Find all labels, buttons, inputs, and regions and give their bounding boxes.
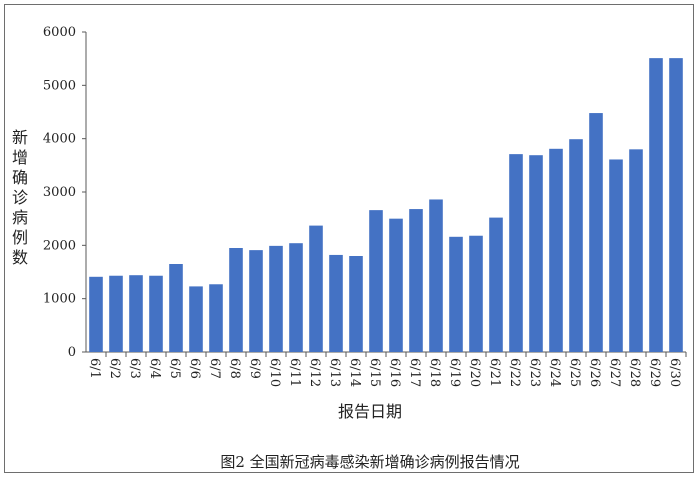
x-tick-label: 6/6 [187,358,202,379]
x-tick-label: 6/3 [127,358,142,379]
bar [389,218,403,352]
x-tick-label: 6/5 [167,358,182,379]
bar [429,199,443,352]
bar [329,254,343,352]
x-tick-label: 6/28 [627,358,642,387]
x-tick-label: 6/13 [327,358,342,387]
x-tick-label: 6/21 [487,358,502,387]
bar [309,225,323,352]
bar [469,235,483,352]
bar [89,276,103,352]
bar [289,243,303,352]
x-tick-label: 6/27 [607,358,622,387]
x-axis-label: 报告日期 [337,402,402,421]
y-tick-label: 2000 [43,238,76,253]
x-tick-label: 6/9 [247,358,262,379]
x-tick-label: 6/26 [587,358,602,387]
bar [449,236,463,352]
bar [589,113,603,352]
x-tick-label: 6/11 [287,358,302,387]
y-tick-label: 0 [68,345,76,360]
bar [609,159,623,352]
x-tick-label: 6/30 [667,358,682,387]
bar [509,154,523,352]
bar [669,58,683,353]
bar [229,248,243,352]
bar [649,58,663,353]
bar [349,256,363,352]
x-tick-label: 6/14 [347,358,362,387]
bar [249,250,263,352]
x-tick-label: 6/17 [407,358,422,387]
bar [409,209,423,352]
x-tick-label: 6/23 [527,358,542,387]
bar [189,286,203,352]
y-tick-label: 5000 [43,78,76,93]
bar [369,210,383,352]
bar [149,275,163,352]
y-tick-label: 3000 [43,185,76,200]
x-tick-label: 6/4 [147,358,162,379]
x-tick-label: 6/22 [507,358,522,387]
x-tick-label: 6/29 [647,358,662,387]
x-tick-label: 6/1 [87,358,102,379]
x-tick-label: 6/2 [107,358,122,379]
bar [489,217,503,352]
bar [529,155,543,352]
bar [169,264,183,352]
x-tick-label: 6/15 [367,358,382,387]
y-tick-label: 4000 [43,132,76,147]
x-tick-label: 6/18 [427,358,442,387]
y-axis-label: 新增确诊病例数 [11,128,28,267]
figure-caption: 图2 全国新冠病毒感染新增确诊病例报告情况 [220,453,520,471]
bar [569,139,583,352]
x-tick-label: 6/24 [547,358,562,387]
x-tick-label: 6/16 [387,358,402,387]
x-tick-label: 6/8 [227,358,242,379]
x-tick-label: 6/7 [207,358,222,379]
y-tick-label: 1000 [43,292,76,307]
bar [549,148,563,352]
x-tick-label: 6/25 [567,358,582,387]
bar [129,275,143,352]
x-tick-label: 6/19 [447,358,462,387]
bar [209,284,223,352]
x-tick-label: 6/10 [267,358,282,387]
y-tick-label: 6000 [43,25,76,40]
x-tick-label: 6/20 [467,358,482,387]
x-tick-label: 6/12 [307,358,322,387]
bar [109,275,123,352]
bar [629,149,643,352]
bar [269,245,283,352]
